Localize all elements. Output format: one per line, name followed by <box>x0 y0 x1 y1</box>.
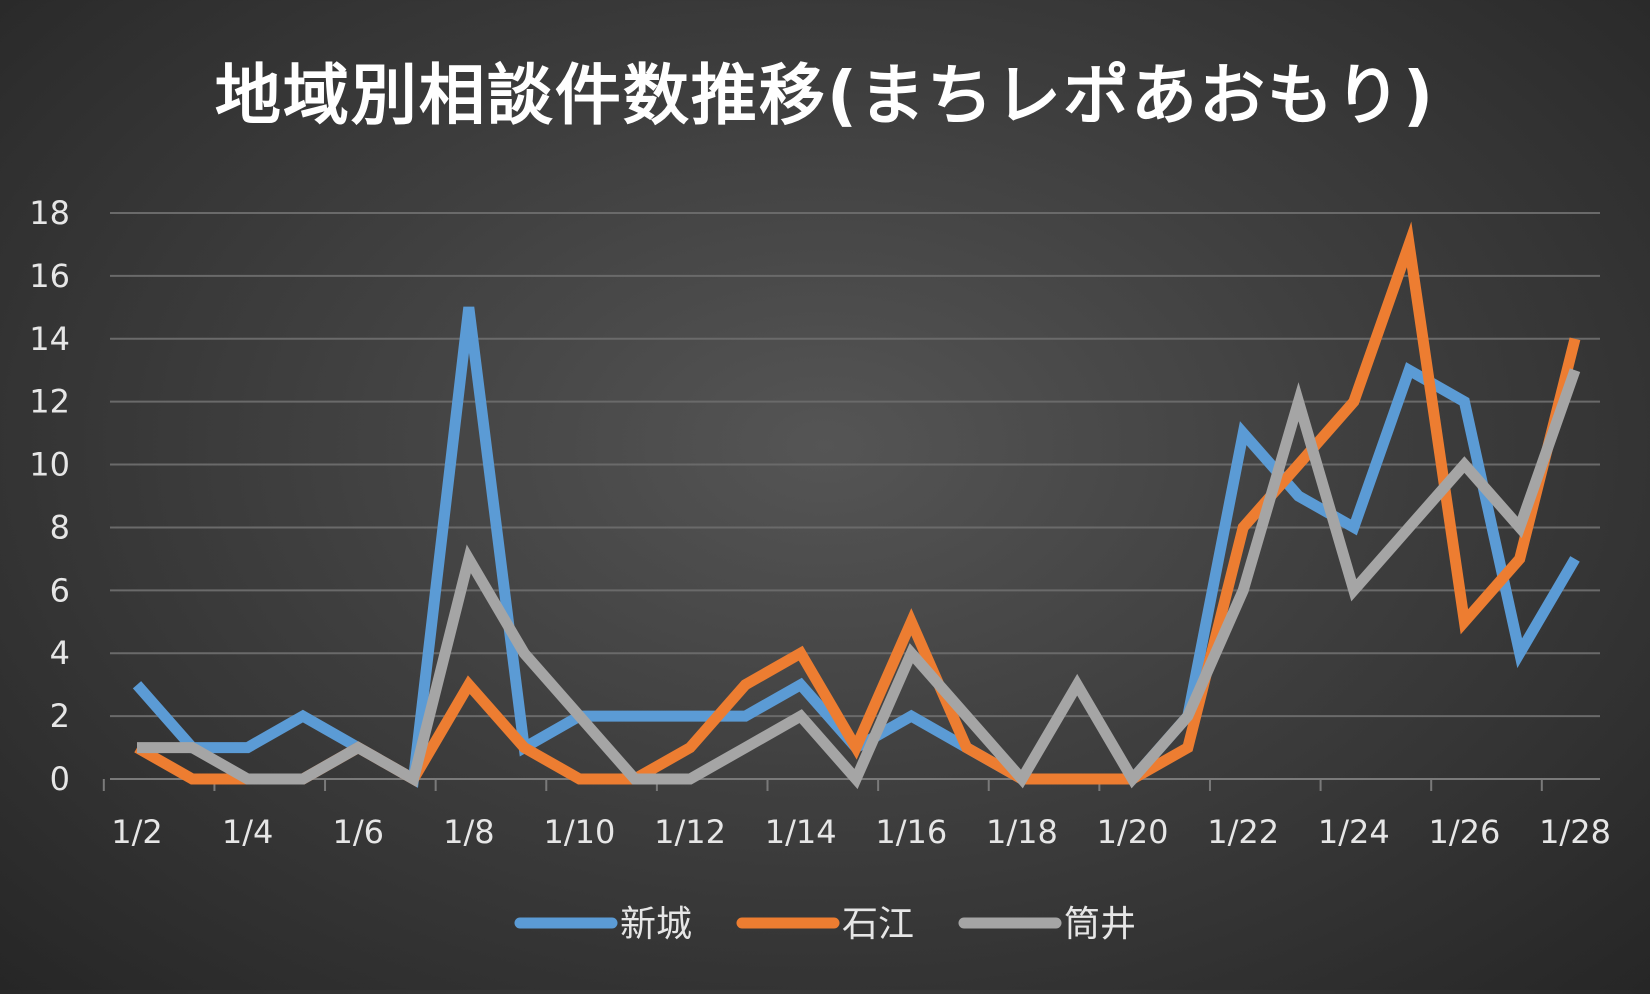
x-tick-label: 1/8 <box>443 813 495 851</box>
y-tick-label: 2 <box>50 697 70 735</box>
y-tick-label: 0 <box>50 760 70 798</box>
legend-label: 新城 <box>620 904 692 945</box>
x-tick-label: 1/24 <box>1318 813 1390 851</box>
x-tick-label: 1/26 <box>1428 813 1500 851</box>
y-axis-ticks: 0 2 4 6 8 10 12 14 16 18 <box>29 194 70 798</box>
x-tick-label: 1/20 <box>1097 813 1169 851</box>
series-line-3 <box>137 368 1581 790</box>
x-tick-label: 1/28 <box>1539 813 1611 851</box>
x-tick-label: 1/12 <box>654 813 726 851</box>
x-tick-label: 1/14 <box>765 813 837 851</box>
grid-lines <box>110 212 1600 718</box>
chart-title: 地域別相談件数推移(まちレポあおもり) <box>215 57 1435 134</box>
y-tick-label: 6 <box>50 571 70 609</box>
y-tick-label: 12 <box>29 383 70 421</box>
y-tick-label: 16 <box>29 257 70 295</box>
x-axis-ticks: 1/2 1/4 1/6 1/8 1/10 1/12 1/14 1/16 1/18 1/20 1/22… <box>111 813 1611 851</box>
x-tick-label: 1/18 <box>986 813 1058 851</box>
x-tick-label: 1/22 <box>1207 813 1279 851</box>
y-tick-label: 10 <box>29 446 70 484</box>
x-tick-label: 1/16 <box>875 813 947 851</box>
legend-label: 筒井 <box>1064 904 1136 945</box>
y-tick-label: 14 <box>29 320 70 358</box>
y-tick-label: 4 <box>50 634 70 672</box>
x-tick-label: 1/4 <box>222 813 274 851</box>
legend-label: 石江 <box>842 904 914 945</box>
x-tick-label: 1/10 <box>544 813 616 851</box>
x-tick-label: 1/2 <box>111 813 163 851</box>
series-lines <box>132 221 1581 790</box>
y-tick-label: 8 <box>50 508 70 546</box>
y-tick-label: 18 <box>29 194 70 232</box>
x-tick-label: 1/6 <box>332 813 384 851</box>
legend: 新城 石江 筒井 <box>514 904 1136 945</box>
